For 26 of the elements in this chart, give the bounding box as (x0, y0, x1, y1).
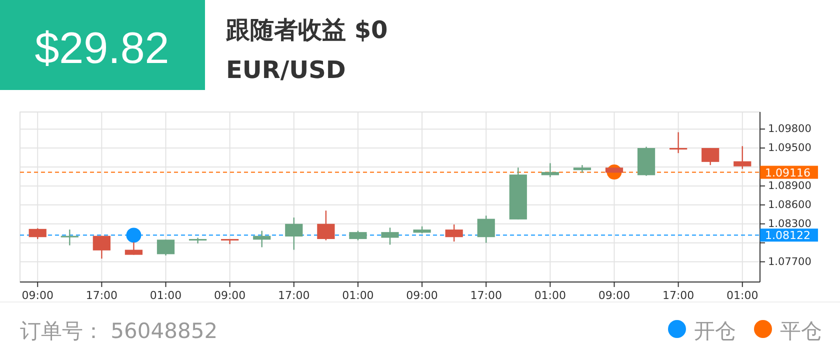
x-tick-label: 09:00 (214, 289, 246, 302)
x-tick-label: 09:00 (406, 289, 438, 302)
x-tick-label: 17:00 (662, 289, 694, 302)
ref-line-label: 1.09116 (765, 166, 810, 180)
text: 跟随者收益 $0 (225, 16, 388, 44)
ref-line-label: 1.08122 (765, 229, 810, 242)
x-tick-label: 01:00 (342, 289, 374, 302)
legend-label: 开仓 (694, 319, 736, 343)
x-tick-label: 01:00 (534, 289, 566, 302)
x-tick-label: 09:00 (598, 289, 630, 302)
x-tick-label: 17:00 (86, 289, 118, 302)
text: $29.82 (34, 24, 170, 73)
y-tick-label: 1.08600 (768, 198, 812, 211)
x-tick-label: 09:00 (22, 289, 54, 302)
chart-title: EUR/USD (226, 56, 346, 84)
y-tick-label: 1.07700 (768, 256, 812, 268)
x-tick-label: 01:00 (150, 289, 182, 302)
x-tick-label: 01:00 (726, 289, 758, 302)
x-tick-label: 17:00 (278, 289, 310, 302)
y-tick-label: 1.08900 (768, 180, 812, 192)
y-tick-label: 1.09800 (768, 123, 812, 136)
x-tick-label: 17:00 (470, 289, 502, 302)
text: 订单号： 56048852 (20, 319, 218, 343)
y-tick-label: 1.09500 (768, 142, 812, 154)
legend-label: 平仓 (780, 319, 822, 343)
y-tick-label: 1.08300 (768, 218, 812, 230)
